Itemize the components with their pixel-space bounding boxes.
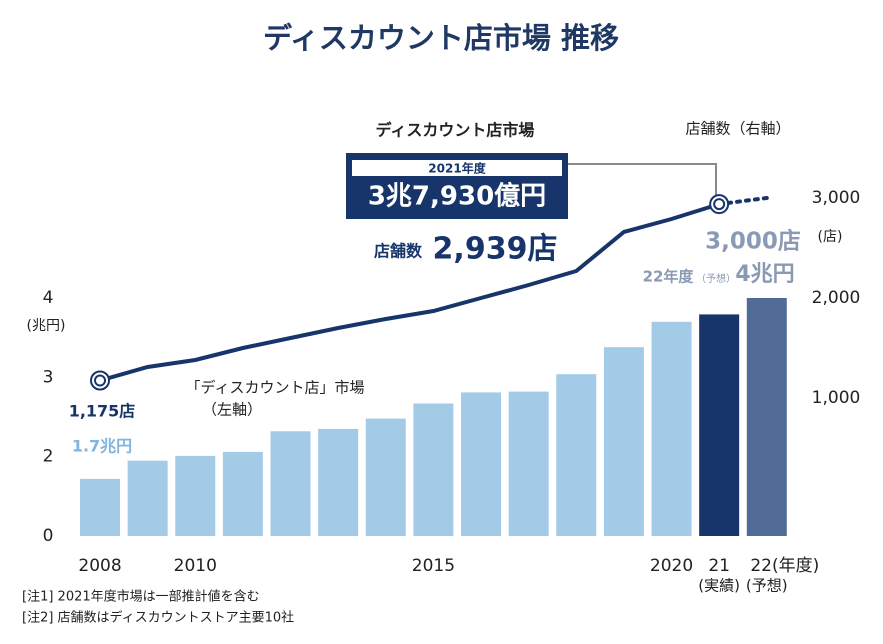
bar bbox=[270, 431, 311, 536]
y2-tick-label: 1,000 bbox=[812, 388, 861, 408]
note: [注1] 2021年度市場は一部推計値を含む bbox=[22, 589, 260, 605]
value-label: 2,939店 bbox=[433, 232, 558, 267]
x-tick-label: 21 bbox=[708, 556, 730, 576]
point-marker-inner bbox=[94, 374, 107, 387]
left-axis-note: （左軸） bbox=[202, 401, 262, 419]
x-tick-label: 22(年度) bbox=[750, 556, 819, 576]
x-tick-label: 2020 bbox=[650, 556, 693, 576]
forecast-label: 22年度 bbox=[643, 268, 695, 286]
bar bbox=[175, 455, 216, 536]
bar bbox=[365, 418, 406, 536]
store-count-label: 店舗数 bbox=[374, 242, 423, 261]
line bbox=[99, 202, 720, 383]
y2-tick-label: 3,000 bbox=[812, 188, 861, 208]
value-label: 3,000店 bbox=[705, 229, 801, 255]
right-series-label: 店舗数（右軸） bbox=[685, 120, 790, 138]
y-tick-label: 0 bbox=[43, 526, 54, 546]
value-label: 4兆円 bbox=[735, 262, 794, 287]
left-series-label: 「ディスカウント店」市場 bbox=[186, 379, 365, 397]
box-heading: ディスカウント店市場 bbox=[376, 121, 535, 140]
y2-tick-label: 2,000 bbox=[812, 288, 861, 308]
bar bbox=[461, 392, 502, 536]
bar bbox=[508, 391, 549, 536]
forecast-sub: （予想） bbox=[696, 272, 736, 285]
value-label: 1.7兆円 bbox=[72, 437, 132, 456]
x-sublabel: (実績) bbox=[698, 577, 740, 595]
x-tick-label: 2010 bbox=[174, 556, 217, 576]
y-unit: (兆円) bbox=[27, 318, 66, 334]
bar bbox=[746, 298, 787, 536]
value-label: 3兆7,930億円 bbox=[368, 182, 546, 212]
bar bbox=[413, 403, 454, 536]
y-tick-label: 2 bbox=[43, 447, 54, 467]
callout-year-bg bbox=[352, 160, 562, 176]
callout-year: 2021年度 bbox=[428, 161, 486, 176]
bar bbox=[651, 321, 692, 536]
bar bbox=[603, 347, 644, 536]
connector bbox=[568, 163, 717, 196]
point-marker-inner bbox=[713, 198, 726, 211]
bar bbox=[556, 374, 597, 536]
y-tick-label: 3 bbox=[43, 367, 54, 387]
bar bbox=[699, 314, 740, 536]
bar bbox=[80, 478, 121, 536]
x-sublabel: (予想) bbox=[746, 577, 788, 595]
y2-unit: (店) bbox=[818, 229, 843, 245]
x-tick-label: 2008 bbox=[78, 556, 121, 576]
chart-title: ディスカウント店市場 推移 bbox=[263, 21, 619, 55]
bar bbox=[222, 451, 263, 536]
x-tick-label: 2015 bbox=[412, 556, 455, 576]
y-tick-label: 4 bbox=[43, 288, 54, 308]
note: [注2] 店舗数はディスカウントストア主要10社 bbox=[22, 610, 294, 626]
bar bbox=[127, 460, 168, 536]
value-label: 1,175店 bbox=[69, 402, 136, 421]
bar bbox=[318, 428, 359, 536]
